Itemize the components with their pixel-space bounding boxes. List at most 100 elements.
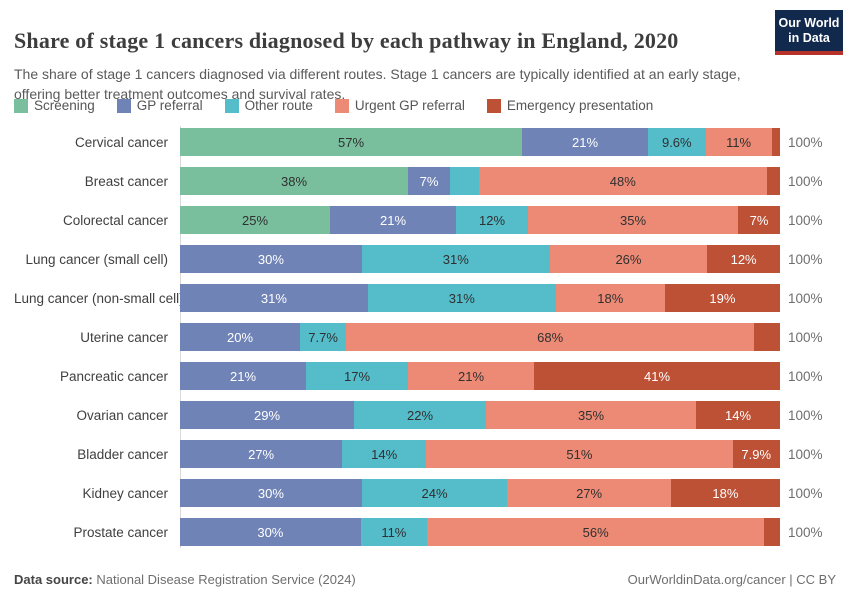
bar-segment-gp-referral[interactable]: 29% (180, 401, 354, 429)
bar-segment-urgent-gp-referral[interactable]: 11% (705, 128, 772, 156)
legend-item-other-route[interactable]: Other route (224, 98, 313, 113)
bar-segment-gp-referral[interactable]: 21% (522, 128, 648, 156)
bar-segment-other-route[interactable]: 14% (342, 440, 427, 468)
bar-segment-other-route[interactable]: 31% (361, 245, 550, 273)
total-label: 100% (788, 407, 823, 423)
bar-segment-urgent-gp-referral[interactable]: 35% (528, 206, 738, 234)
bar-segment-gp-referral[interactable]: 27% (180, 440, 343, 468)
bar-segment-urgent-gp-referral[interactable]: 35% (486, 401, 696, 429)
attribution: OurWorldinData.org/cancer | CC BY (627, 572, 836, 587)
bar-segment-other-route[interactable]: 24% (361, 479, 508, 507)
bar-segment-other-route[interactable]: 17% (306, 362, 408, 390)
legend-item-emergency-presentation[interactable]: Emergency presentation (486, 98, 653, 113)
bar-segment-emergency-presentation[interactable] (771, 128, 780, 156)
bar-segment-gp-referral[interactable]: 30% (180, 479, 362, 507)
bar-segment-urgent-gp-referral[interactable]: 26% (549, 245, 708, 273)
bar-segment-emergency-presentation[interactable]: 19% (664, 284, 780, 312)
segment-value-label: 19% (709, 290, 736, 306)
bar-segment-screening[interactable]: 25% (180, 206, 330, 234)
segment-value-label: 31% (260, 290, 287, 306)
bar-segment-other-route[interactable]: 7.7% (300, 323, 347, 351)
segment-value-label: 7% (419, 173, 439, 189)
segment-value-label: 56% (582, 524, 609, 540)
stacked-bar: 20% 7.7% 68% (180, 323, 780, 351)
bar-segment-gp-referral[interactable]: 7% (408, 167, 450, 195)
bar-segment-gp-referral[interactable]: 20% (180, 323, 300, 351)
legend-swatch (486, 98, 501, 113)
segment-value-label: 57% (337, 134, 365, 150)
bar-segment-other-route[interactable]: 9.6% (648, 128, 706, 156)
bar-segment-emergency-presentation[interactable] (754, 323, 780, 351)
bar-segment-other-route[interactable] (450, 167, 479, 195)
segment-value-label: 48% (609, 173, 636, 189)
bar-segment-other-route[interactable]: 31% (367, 284, 556, 312)
stacked-bar: 21% 17% 21% 41% (180, 362, 780, 390)
bar-segment-gp-referral[interactable]: 21% (180, 362, 306, 390)
segment-value-label: 27% (248, 446, 275, 462)
segment-value-label: 22% (406, 407, 434, 423)
segment-value-label: 18% (597, 290, 624, 306)
bar-segment-urgent-gp-referral[interactable]: 51% (426, 440, 733, 468)
chart-rows: Cervical cancer 57% 21% 9.6% 11% 100% Breast c… (14, 128, 840, 546)
bar-segment-urgent-gp-referral[interactable]: 18% (555, 284, 665, 312)
bar-segment-other-route[interactable]: 12% (456, 206, 528, 234)
legend-swatch (224, 98, 239, 113)
stacked-bar: 27% 14% 51% 7.9% (180, 440, 780, 468)
legend-label: Screening (34, 98, 95, 113)
bar-segment-urgent-gp-referral[interactable]: 48% (478, 167, 767, 195)
category-label: Lung cancer (non-small cell) (14, 290, 184, 306)
bar-segment-emergency-presentation[interactable]: 18% (670, 479, 780, 507)
segment-value-label: 7.9% (741, 446, 772, 462)
data-source-label: Data source: (14, 572, 93, 587)
chart-row-lung-cancer-non-small-cell: Lung cancer (non-small cell) 31% 31% 18% 19%… (14, 284, 840, 312)
segment-value-label: 41% (643, 368, 671, 384)
legend-item-gp-referral[interactable]: GP referral (116, 98, 203, 113)
bar-segment-emergency-presentation[interactable]: 41% (534, 362, 780, 390)
segment-value-label: 38% (280, 173, 308, 189)
total-label: 100% (788, 329, 823, 345)
total-label: 100% (788, 134, 823, 150)
category-label: Colorectal cancer (62, 212, 168, 228)
legend-swatch (14, 98, 28, 113)
bar-segment-emergency-presentation[interactable] (764, 518, 780, 546)
legend-item-urgent-gp-referral[interactable]: Urgent GP referral (334, 98, 465, 113)
chart-row-uterine-cancer: Uterine cancer 20% 7.7% 68% 100% (14, 323, 840, 351)
bar-segment-emergency-presentation[interactable]: 12% (707, 245, 780, 273)
segment-value-label: 29% (253, 407, 281, 423)
segment-value-label: 21% (571, 134, 599, 150)
chart-subtitle: The share of stage 1 cancers diagnosed v… (14, 66, 741, 103)
bar-segment-gp-referral[interactable]: 21% (330, 206, 456, 234)
bar-segment-emergency-presentation[interactable]: 14% (696, 401, 780, 429)
segment-value-label: 7.7% (308, 329, 338, 345)
data-source-text: National Disease Registration Service (2… (92, 572, 356, 587)
segment-value-label: 20% (226, 329, 254, 345)
bar-segment-other-route[interactable]: 22% (354, 401, 486, 429)
bar-segment-screening[interactable]: 38% (180, 167, 408, 195)
stacked-bar: 30% 11% 56% (180, 518, 780, 546)
total-label: 100% (788, 446, 823, 462)
chart-row-breast-cancer: Breast cancer 38% 7% 48% 100% (14, 167, 840, 195)
owid-logo[interactable]: Our World in Data (775, 10, 843, 55)
bar-segment-urgent-gp-referral[interactable]: 56% (426, 518, 765, 546)
bar-segment-gp-referral[interactable]: 30% (180, 518, 361, 546)
chart-row-bladder-cancer: Bladder cancer 27% 14% 51% 7.9% 100% (14, 440, 840, 468)
owid-logo-line2: in Data (788, 31, 830, 45)
bar-segment-gp-referral[interactable]: 30% (180, 245, 362, 273)
bar-segment-urgent-gp-referral[interactable]: 27% (507, 479, 671, 507)
bar-segment-other-route[interactable]: 11% (360, 518, 427, 546)
category-label: Kidney cancer (82, 485, 168, 501)
legend-item-screening[interactable]: Screening (14, 98, 95, 113)
category-label: Cervical cancer (74, 134, 168, 150)
bar-segment-emergency-presentation[interactable] (766, 167, 780, 195)
stacked-bar: 38% 7% 48% (180, 167, 780, 195)
segment-value-label: 31% (448, 290, 475, 306)
bar-segment-screening[interactable]: 57% (180, 128, 522, 156)
segment-value-label: 24% (421, 485, 448, 501)
bar-segment-emergency-presentation[interactable]: 7.9% (732, 440, 780, 468)
segment-value-label: 30% (257, 485, 284, 501)
bar-segment-urgent-gp-referral[interactable]: 21% (408, 362, 534, 390)
bar-segment-urgent-gp-referral[interactable]: 68% (346, 323, 755, 351)
legend-label: GP referral (136, 98, 203, 113)
bar-segment-gp-referral[interactable]: 31% (180, 284, 368, 312)
bar-segment-emergency-presentation[interactable]: 7% (738, 206, 780, 234)
